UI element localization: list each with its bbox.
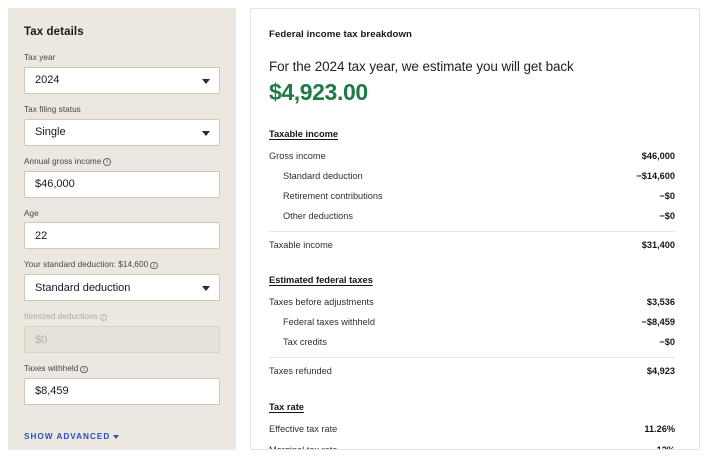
field-annual-gross-income: Annual gross income i $46,000 — [24, 157, 220, 198]
sidebar-title: Tax details — [24, 26, 84, 38]
row-value: −$0 — [659, 210, 675, 221]
row-value: −$0 — [659, 190, 675, 201]
annual-gross-income-label-text: Annual gross income — [24, 156, 102, 166]
breakdown-row: Gross income $46,000 — [269, 147, 675, 167]
chevron-down-icon — [113, 435, 120, 440]
taxable-income-heading: Taxable income — [269, 129, 339, 139]
itemized-deductions-label-text: Itemized deductions — [24, 312, 98, 322]
row-label: Federal taxes withheld — [283, 317, 375, 328]
section-estimated-federal-taxes: Estimated federal taxes Taxes before adju… — [269, 270, 675, 381]
row-label: Taxable income — [269, 239, 333, 250]
deduction-type-select[interactable]: Standard deduction — [24, 274, 220, 302]
annual-gross-income-label: Annual gross income i — [24, 157, 220, 167]
field-taxes-withheld: Taxes withheld i $8,459 — [24, 364, 220, 405]
row-label: Effective tax rate — [269, 424, 338, 435]
breakdown-row: Federal taxes withheld −$8,459 — [269, 313, 675, 333]
row-label: Taxes before adjustments — [269, 297, 374, 308]
field-deduction-type: Your standard deduction: $14,600 i Standar… — [24, 260, 220, 302]
field-tax-year: Tax year 2024 — [24, 53, 220, 94]
itemized-deductions-input: $0 — [24, 326, 220, 354]
chevron-down-icon — [202, 78, 210, 84]
row-label: Gross income — [269, 151, 326, 162]
annual-gross-income-value: $46,000 — [35, 178, 75, 191]
estimated-federal-taxes-heading: Estimated federal taxes — [269, 275, 373, 286]
deduction-type-value: Standard deduction — [35, 281, 131, 294]
refund-headline: For the 2024 tax year, we estimate you w… — [269, 59, 574, 74]
show-advanced-link[interactable]: SHOW ADVANCED — [24, 431, 120, 441]
annual-gross-income-input[interactable]: $46,000 — [24, 170, 220, 198]
row-value: $31,400 — [641, 239, 675, 250]
row-label: Other deductions — [283, 210, 353, 221]
info-icon[interactable]: i — [103, 158, 111, 166]
row-value: $4,923 — [646, 365, 675, 376]
tax-filing-status-select[interactable]: Single — [24, 118, 220, 146]
breakdown-sections: Taxable income Gross income $46,000 Standar… — [269, 124, 675, 450]
row-value: −$0 — [659, 337, 675, 348]
info-icon[interactable]: i — [99, 313, 108, 322]
row-value: 11.26% — [644, 424, 675, 435]
section-tax-rate: Tax rate Effective tax rate 11.26% Marginal… — [269, 397, 675, 450]
breakdown-row: Taxable income $31,400 — [269, 230, 675, 256]
tax-filing-status-label-text: Tax filing status — [24, 104, 81, 114]
section-taxable-income: Taxable income Gross income $46,000 Standar… — [269, 124, 675, 255]
breakdown-row: Retirement contributions −$0 — [269, 187, 675, 207]
breakdown-row: Taxes refunded $4,923 — [269, 356, 675, 382]
chevron-down-icon — [202, 130, 210, 136]
tax-rate-heading: Tax rate — [269, 401, 304, 412]
info-icon[interactable]: i — [150, 261, 158, 270]
age-label: Age — [24, 209, 220, 219]
age-label-text: Age — [24, 208, 39, 218]
tax-details-form: Tax year 2024 Tax filing status Single Annua… — [24, 53, 220, 405]
tax-year-select[interactable]: 2024 — [24, 66, 220, 94]
tax-filing-status-label: Tax filing status — [24, 105, 220, 115]
breakdown-row: Effective tax rate 11.26% — [269, 420, 675, 441]
row-value: 12% — [656, 444, 675, 450]
tax-breakdown-panel: Federal income tax breakdown For the 202… — [250, 8, 700, 450]
breakdown-row: Taxes before adjustments $3,536 — [269, 293, 675, 313]
deduction-type-label: Your standard deduction: $14,600 i — [24, 260, 220, 270]
tax-year-label-text: Tax year — [24, 53, 56, 62]
deduction-type-label-text: Your standard deduction: $14,600 — [24, 260, 149, 270]
age-value: 22 — [35, 229, 48, 242]
itemized-deductions-value: $0 — [35, 333, 48, 346]
show-advanced-label: SHOW ADVANCED — [24, 431, 111, 441]
field-tax-filing-status: Tax filing status Single — [24, 105, 220, 146]
chevron-down-icon — [202, 286, 210, 292]
taxes-withheld-value: $8,459 — [35, 385, 69, 398]
row-value: $3,536 — [646, 297, 675, 308]
row-value: $46,000 — [641, 151, 675, 162]
row-label: Taxes refunded — [269, 365, 332, 376]
breakdown-row: Marginal tax rate 12% — [269, 440, 675, 450]
taxes-withheld-label-text: Taxes withheld — [24, 364, 79, 374]
breakdown-row: Tax credits −$0 — [269, 333, 675, 353]
refund-amount: $4,923.00 — [269, 79, 368, 105]
info-icon[interactable]: i — [80, 365, 88, 374]
tax-year-label: Tax year — [24, 53, 220, 63]
field-age: Age 22 — [24, 209, 220, 250]
tax-details-sidebar: Tax details Tax year 2024 Tax filing statu… — [8, 8, 236, 450]
tax-filing-status-value: Single — [35, 126, 66, 139]
age-input[interactable]: 22 — [24, 222, 220, 250]
row-label: Retirement contributions — [283, 190, 383, 201]
row-value: −$14,600 — [636, 171, 675, 182]
taxes-withheld-label: Taxes withheld i — [24, 364, 220, 374]
breakdown-row: Standard deduction −$14,600 — [269, 167, 675, 187]
tax-year-value: 2024 — [35, 74, 60, 87]
panel-title: Federal income tax breakdown — [269, 29, 413, 40]
breakdown-row: Other deductions −$0 — [269, 207, 675, 227]
row-label: Tax credits — [283, 337, 327, 348]
row-label: Marginal tax rate — [269, 444, 338, 450]
row-value: −$8,459 — [641, 317, 675, 328]
row-label: Standard deduction — [283, 171, 363, 182]
itemized-deductions-label: Itemized deductions i — [24, 312, 220, 322]
taxes-withheld-input[interactable]: $8,459 — [24, 377, 220, 405]
field-itemized-deductions: Itemized deductions i $0 — [24, 312, 220, 354]
